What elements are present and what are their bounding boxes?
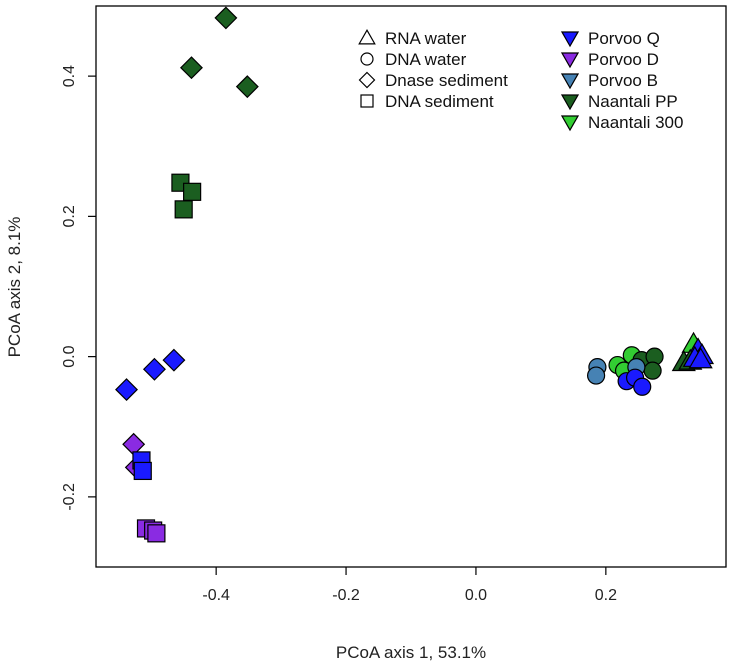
x-tick-label: 0.2 (595, 587, 617, 604)
x-axis-label: PCoA axis 1, 53.1% (336, 643, 486, 662)
x-axis: -0.4 -0.2 0.0 0.2 (202, 567, 617, 604)
data-point-square (133, 461, 152, 481)
data-point-diamond (115, 378, 138, 402)
x-tick-label: -0.2 (332, 587, 360, 604)
y-axis: -0.2 0.0 0.2 0.4 (61, 65, 96, 511)
y-tick-label: 0.2 (61, 205, 78, 227)
legend-shape-circle-icon (360, 52, 374, 66)
data-point-circle (633, 377, 652, 396)
y-tick-label: 0.4 (61, 65, 78, 87)
y-tick-label: -0.2 (61, 483, 78, 511)
legend-color-label: Porvoo D (588, 50, 659, 69)
data-point-circle (587, 366, 606, 385)
legend-shape-label: Dnase sediment (385, 71, 508, 90)
data-point-diamond (214, 6, 238, 30)
legend-color-swatch-icon (560, 52, 580, 69)
data-point-diamond (235, 75, 259, 99)
data-point-triangle (688, 347, 713, 369)
legend-shape-label: RNA water (385, 29, 467, 48)
legend-shape-triangle-icon (358, 28, 376, 45)
legend-shape-square-icon (360, 94, 374, 108)
legend-color-swatch-icon (560, 31, 580, 48)
data-point-square (147, 524, 166, 543)
legend-color-swatch-icon (560, 73, 580, 90)
legend-shape-diamond-icon (358, 71, 376, 89)
data-point-square (183, 182, 202, 201)
legend-color-label: Naantali PP (588, 92, 678, 111)
y-tick-label: 0.0 (61, 345, 78, 367)
legend-color-label: Porvoo B (588, 71, 658, 90)
legend-color-swatch-icon (560, 94, 580, 111)
x-tick-label: -0.4 (202, 587, 230, 604)
plot-frame (95, 5, 727, 568)
legend-color-label: Naantali 300 (588, 113, 683, 132)
data-point-diamond (180, 56, 203, 80)
data-point-diamond (142, 357, 166, 381)
legend: RNA water DNA water Dnase sediment DNA sedi… (358, 28, 683, 132)
legend-color-label: Porvoo Q (588, 29, 660, 48)
data-point-square (174, 200, 193, 219)
legend-shape-label: DNA sediment (385, 92, 494, 111)
data-point-diamond (162, 348, 186, 372)
legend-color-swatch-icon (560, 115, 580, 132)
x-tick-label: 0.0 (465, 587, 487, 604)
data-points (115, 6, 715, 543)
y-axis-label: PCoA axis 2, 8.1% (5, 217, 24, 358)
data-point-circle (643, 361, 662, 380)
legend-shape-label: DNA water (385, 50, 467, 69)
